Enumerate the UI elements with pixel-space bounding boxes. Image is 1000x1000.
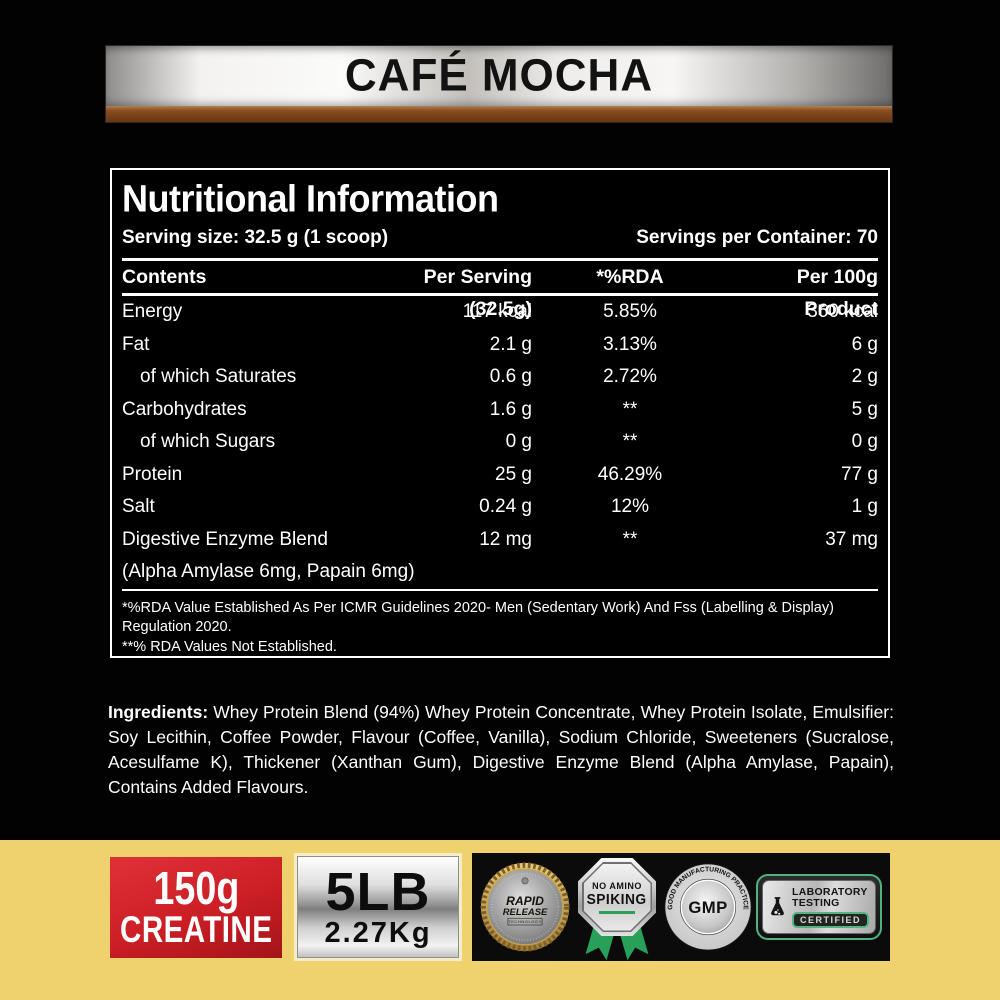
nutrition-title: Nutritional Information <box>122 176 499 220</box>
serving-row: Serving size: 32.5 g (1 scoop) Servings … <box>122 226 878 250</box>
no-amino-spiking-badge: NO AMINO SPIKING <box>574 856 660 958</box>
ingredients-label: Ingredients: <box>108 702 209 722</box>
cell-per_100g: 2 g <box>851 366 878 387</box>
cell-rda: 2.72% <box>603 366 657 387</box>
cell-name: Digestive Enzyme Blend <box>122 528 328 550</box>
divider <box>122 258 878 261</box>
serving-size: Serving size: 32.5 g (1 scoop) <box>122 227 389 248</box>
certification-panel: RAPID RELEASE TECHNOLOGY NO AMINO SPIKIN… <box>472 853 890 961</box>
cell-rda: ** <box>622 528 638 550</box>
cell-per_100g: 5 g <box>851 398 878 420</box>
octagon-icon: NO AMINO SPIKING <box>578 858 656 936</box>
creatine-badge: 150g CREATINE <box>110 857 282 958</box>
gmp-center: GMP <box>688 898 727 917</box>
col-rda: *%RDA <box>596 266 664 288</box>
creatine-label: CREATINE <box>119 908 273 950</box>
cell-name: of which Sugars <box>140 431 276 452</box>
weight-kg: 2.27Kg <box>324 917 432 949</box>
lab-line2: TESTING <box>791 896 840 909</box>
cell-per_serving: 0.6 g <box>489 366 532 387</box>
cell-per_100g: 0 g <box>851 431 878 452</box>
cell-per_serving: 0.24 g <box>479 496 532 517</box>
lab-line1: LABORATORY <box>791 885 868 898</box>
nutrition-panel: Nutritional Information Serving size: 32… <box>110 168 890 658</box>
table-row: Energy 117 kcal 5.85% 360 kcal <box>122 296 878 329</box>
cell-per_100g: 360 kcal <box>807 301 878 322</box>
ingredients-text: Whey Protein Blend (94%) Whey Protein Co… <box>108 702 894 797</box>
flavor-banner-brown-strip <box>106 106 892 122</box>
table-row: of which Sugars 0 g ** 0 g <box>122 426 878 459</box>
rapid-release-word3: TECHNOLOGY <box>508 919 542 924</box>
cell-per_100g: 37 mg <box>825 528 878 550</box>
divider <box>122 588 878 591</box>
cell-name: Energy <box>122 301 183 322</box>
nutrition-table-body: Energy 117 kcal 5.85% 360 kcal Fat 2.1 g 3.13%… <box>122 296 878 589</box>
footer-strip: 150g CREATINE 5LB 2.27Kg <box>0 840 1000 1000</box>
cell-rda: 5.85% <box>603 301 657 322</box>
creatine-amount: 150g <box>152 861 239 914</box>
table-row: Digestive Enzyme Blend 12 mg ** 37 mg <box>122 524 878 557</box>
cell-per_serving: 1.6 g <box>489 398 532 420</box>
cell-per_100g: 6 g <box>851 333 878 355</box>
cell-rda: 46.29% <box>597 463 663 485</box>
rapid-release-word1: RAPID <box>506 894 544 908</box>
col-per-serving: Per Serving (32.5g) <box>423 266 532 320</box>
lab-certified-pill: CERTIFIED <box>791 911 869 928</box>
gmp-seal-icon: GOOD MANUFACTURING PRACTICE • CERTIFIED … <box>664 863 752 951</box>
no-amino-line1: NO AMINO <box>592 880 642 891</box>
table-row: Protein 25 g 46.29% 77 g <box>122 459 878 492</box>
cell-per_serving: 25 g <box>495 463 532 485</box>
cell-rda: 12% <box>610 496 650 517</box>
cell-per_100g: 77 g <box>841 463 878 485</box>
table-header: Contents Per Serving (32.5g) *%RDA Per 1… <box>122 261 878 320</box>
cell-rda: 3.13% <box>603 333 657 355</box>
cell-name: of which Saturates <box>140 366 297 387</box>
green-bar <box>599 910 635 914</box>
table-row: of which Saturates 0.6 g 2.72% 2 g <box>122 361 878 394</box>
cell-rda: ** <box>622 398 638 420</box>
cell-per_serving: 0 g <box>505 431 532 452</box>
cell-name: Carbohydrates <box>122 398 247 420</box>
cell-per_serving: 117 kcal <box>462 301 532 322</box>
no-amino-line2: SPIKING <box>587 890 647 908</box>
flavor-banner: CAFÉ MOCHA <box>105 45 893 123</box>
table-row: Salt 0.24 g 12% 1 g <box>122 491 878 524</box>
weight-badge: 5LB 2.27Kg <box>294 853 462 961</box>
cell-rda: ** <box>622 431 638 452</box>
flask-icon <box>771 897 784 916</box>
ingredients-paragraph: Ingredients: Whey Protein Blend (94%) Wh… <box>108 700 894 800</box>
footnote-rda: *%RDA Value Established As Per ICMR Guid… <box>122 599 834 636</box>
cell-per_serving: 12 mg <box>479 528 532 550</box>
rapid-release-word2: RELEASE <box>503 907 548 918</box>
footnotes: *%RDA Value Established As Per ICMR Guid… <box>122 591 878 658</box>
cell-name: Fat <box>122 333 150 355</box>
table-row: Carbohydrates 1.6 g ** 5 g <box>122 394 878 427</box>
table-row: Fat 2.1 g 3.13% 6 g <box>122 329 878 362</box>
cell-per_100g: 1 g <box>851 496 878 517</box>
table-row: (Alpha Amylase 6mg, Papain 6mg) <box>122 556 878 589</box>
divider <box>122 293 878 296</box>
cell-name: Salt <box>122 496 155 517</box>
rapid-release-seal-icon: RAPID RELEASE TECHNOLOGY <box>480 862 570 952</box>
servings-per-container: Servings per Container: 70 <box>636 227 878 248</box>
col-per-100g: Per 100g Product <box>796 266 878 320</box>
cell-name: (Alpha Amylase 6mg, Papain 6mg) <box>122 561 415 582</box>
cell-per_serving: 2.1 g <box>489 333 532 355</box>
col-contents: Contents <box>122 266 207 288</box>
lab-testing-badge: LABORATORY TESTING CERTIFIED <box>756 874 882 940</box>
cell-name: Protein <box>122 463 183 485</box>
footnote-not-established: **% RDA Values Not Established. <box>122 638 337 655</box>
flavor-title: CAFÉ MOCHA <box>344 50 654 101</box>
flavor-banner-metal: CAFÉ MOCHA <box>106 46 892 106</box>
weight-lb: 5LB <box>325 862 431 922</box>
